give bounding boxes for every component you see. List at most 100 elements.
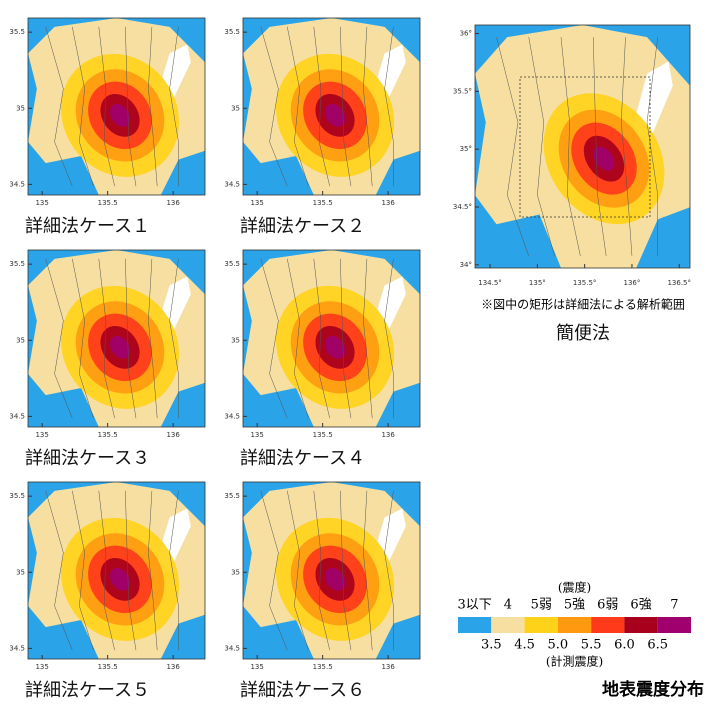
y-tick-label: 35.5	[9, 492, 25, 500]
x-tick-label: 135	[35, 199, 48, 207]
boundary	[98, 26, 115, 187]
boundary	[169, 490, 179, 651]
boundary	[125, 490, 137, 651]
boundary	[169, 258, 179, 419]
boundary	[169, 26, 179, 187]
boundary	[125, 258, 137, 419]
intensity-zone	[324, 104, 346, 127]
x-tick-label: 135.5	[98, 431, 118, 439]
boundary	[313, 490, 330, 651]
x-tick-label: 135	[250, 431, 263, 439]
boundary	[593, 37, 607, 256]
legend-title: (震度)	[558, 580, 591, 595]
measured-label: 4.5	[514, 638, 535, 653]
boundary	[287, 490, 309, 651]
y-tick-label: 35.5	[224, 492, 240, 500]
y-tick-label: 34.5	[224, 412, 240, 420]
boundary	[313, 26, 330, 187]
x-tick-label: 136	[381, 199, 395, 207]
y-tick-label: 34.5	[9, 412, 25, 420]
y-tick-label: 36°	[460, 30, 472, 38]
x-tick-label: 136	[381, 663, 395, 671]
map-frame	[242, 17, 421, 196]
measured-label: 3.5	[481, 638, 502, 653]
map-frame	[27, 17, 206, 196]
boundary	[528, 37, 555, 256]
x-tick-label: 135.5	[313, 663, 333, 671]
boundary	[287, 258, 309, 419]
boundary	[45, 490, 73, 651]
boundary	[620, 37, 633, 256]
map	[28, 482, 205, 659]
map-frame	[27, 249, 206, 428]
note: ※図中の矩形は詳細法による解析範囲	[481, 297, 685, 312]
x-tick-label: 136	[166, 663, 180, 671]
x-tick-label: 135	[35, 431, 48, 439]
x-tick-label: 136.5°	[667, 279, 691, 287]
y-tick-label: 35.5	[9, 28, 25, 36]
y-tick-label: 35.5	[9, 260, 25, 268]
boundary	[72, 258, 94, 419]
map-caption: 詳細法ケース４	[240, 448, 365, 469]
y-tick-label: 34°	[460, 261, 472, 269]
y-tick-label: 35	[16, 336, 25, 344]
boundary	[287, 26, 309, 187]
legend-swatch	[458, 617, 492, 633]
intensity-label: 5強	[564, 598, 585, 613]
boundary	[148, 258, 158, 419]
map-frame	[474, 24, 691, 269]
boundary	[340, 490, 352, 651]
intensity-zone	[109, 104, 131, 127]
intensity-label: 7	[670, 598, 678, 613]
x-tick-label: 136°	[624, 279, 641, 287]
y-tick-label: 35	[231, 568, 240, 576]
y-tick-label: 35.5	[224, 260, 240, 268]
y-tick-label: 35.5	[224, 28, 240, 36]
measured-label: 6.0	[614, 638, 635, 653]
intensity-zone	[324, 336, 346, 359]
boundary	[260, 490, 288, 651]
intensity-label: 5弱	[531, 598, 552, 613]
map	[243, 18, 420, 195]
map-frame	[242, 481, 421, 660]
y-tick-label: 35	[231, 104, 240, 112]
boundary	[72, 26, 94, 187]
intensity-zone	[324, 568, 346, 591]
x-tick-label: 135	[250, 663, 263, 671]
map	[28, 18, 205, 195]
legend-swatch	[624, 617, 658, 633]
map	[475, 25, 690, 268]
x-tick-label: 135	[250, 199, 263, 207]
x-tick-label: 134.5°	[478, 279, 502, 287]
y-tick-label: 35	[16, 568, 25, 576]
y-tick-label: 35°	[460, 145, 472, 153]
x-tick-label: 135.5	[313, 199, 333, 207]
boundary	[45, 258, 73, 419]
boundary	[313, 258, 330, 419]
boundary	[646, 37, 658, 256]
y-tick-label: 34.5	[9, 644, 25, 652]
boundary	[260, 258, 288, 419]
map-caption: 詳細法ケース１	[25, 216, 150, 237]
map	[243, 482, 420, 659]
figure-title: 地表震度分布	[602, 679, 704, 700]
boundary	[72, 490, 94, 651]
boundary	[340, 258, 352, 419]
boundary	[384, 26, 394, 187]
map-caption: 詳細法ケース２	[240, 216, 365, 237]
map	[243, 250, 420, 427]
measured-label: 6.5	[647, 638, 668, 653]
map-caption: 簡便法	[556, 323, 610, 344]
x-tick-label: 136	[166, 199, 180, 207]
intensity-zone	[593, 146, 615, 171]
legend-swatch	[557, 617, 592, 633]
x-tick-label: 136	[166, 431, 180, 439]
intensity-zone	[109, 336, 131, 359]
boundary	[98, 490, 115, 651]
legend-swatch	[657, 617, 691, 633]
boundary	[125, 26, 137, 187]
x-tick-label: 135	[35, 663, 48, 671]
measured-label: 5.0	[548, 638, 569, 653]
map-frame	[242, 249, 421, 428]
map-caption: 詳細法ケース３	[25, 448, 150, 469]
